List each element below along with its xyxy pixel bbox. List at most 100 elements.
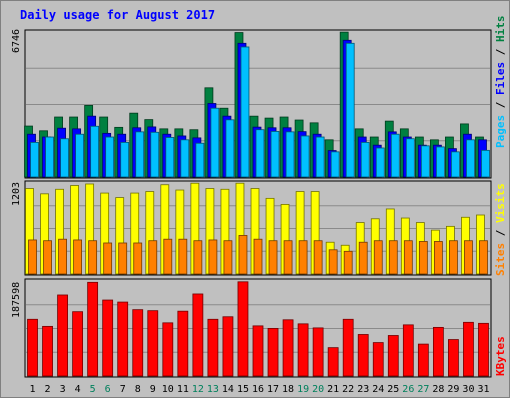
sites-bar bbox=[418, 241, 428, 275]
pages-bar bbox=[360, 141, 370, 178]
x-tick-label: 28 bbox=[432, 384, 444, 395]
legend-files: Files bbox=[494, 62, 507, 95]
sites-bar bbox=[268, 240, 278, 275]
kbytes-bar bbox=[207, 318, 219, 377]
kbytes-bar bbox=[132, 309, 144, 377]
sites-bar bbox=[403, 240, 413, 275]
x-tick-label: 18 bbox=[282, 384, 294, 395]
sites-bar bbox=[328, 249, 338, 275]
pages-bar bbox=[330, 151, 340, 178]
sites-bar bbox=[163, 238, 173, 275]
legend-pages: Pages bbox=[494, 115, 507, 148]
kbytes-bar bbox=[222, 316, 234, 377]
panel3-max-label: 187598 bbox=[11, 282, 22, 318]
pages-bar bbox=[270, 131, 280, 178]
kbytes-bar bbox=[117, 301, 129, 377]
pages-bar bbox=[45, 136, 54, 178]
sites-bar bbox=[208, 239, 218, 275]
sites-bar bbox=[178, 238, 188, 275]
sites-bar bbox=[358, 241, 368, 275]
pages-bar bbox=[405, 138, 415, 178]
sites-bar bbox=[479, 240, 488, 275]
kbytes-bar bbox=[162, 322, 174, 377]
sites-bar bbox=[313, 240, 323, 275]
sites-bar bbox=[58, 238, 67, 275]
pages-bar bbox=[390, 133, 400, 178]
x-tick-label: 29 bbox=[447, 384, 459, 395]
kbytes-bar bbox=[372, 342, 384, 377]
x-tick-label: 17 bbox=[267, 384, 279, 395]
pages-bar bbox=[225, 119, 235, 178]
pages-bar bbox=[375, 147, 385, 178]
sites-bar bbox=[118, 242, 128, 275]
x-tick-label: 23 bbox=[357, 384, 369, 395]
pages-bar bbox=[210, 107, 220, 178]
kbytes-bar bbox=[147, 310, 159, 377]
x-tick-label: 30 bbox=[462, 384, 474, 395]
sites-bar bbox=[223, 240, 233, 275]
kbytes-bar bbox=[478, 322, 489, 377]
x-tick-label: 2 bbox=[45, 384, 51, 395]
pages-bar bbox=[60, 138, 69, 178]
sites-bar bbox=[283, 240, 293, 275]
pages-bar bbox=[75, 133, 85, 178]
x-tick-label: 11 bbox=[177, 384, 189, 395]
x-tick-label: 9 bbox=[150, 384, 156, 395]
pages-bar bbox=[420, 145, 430, 178]
sites-bar bbox=[343, 250, 353, 275]
x-tick-label: 20 bbox=[312, 384, 324, 395]
x-tick-label: 3 bbox=[60, 384, 66, 395]
legend-sites: Sites bbox=[494, 243, 507, 276]
x-tick-label: 21 bbox=[327, 384, 339, 395]
kbytes-bar bbox=[192, 293, 204, 377]
pages-bar bbox=[90, 125, 100, 178]
pages-bar bbox=[435, 146, 445, 178]
sites-bar bbox=[298, 240, 308, 275]
sites-bar bbox=[464, 240, 473, 275]
pages-bar bbox=[105, 136, 115, 178]
x-tick-label: 31 bbox=[477, 384, 489, 395]
x-tick-label: 12 bbox=[192, 384, 204, 395]
kbytes-bar bbox=[327, 347, 339, 377]
kbytes-bar bbox=[448, 339, 459, 377]
x-tick-label: 16 bbox=[252, 384, 264, 395]
kbytes-bar bbox=[282, 319, 294, 377]
kbytes-bar bbox=[463, 321, 474, 377]
legend-sep: / bbox=[494, 223, 507, 243]
sites-bar bbox=[148, 240, 158, 275]
x-tick-label: 26 bbox=[402, 384, 414, 395]
x-tick-label: 24 bbox=[372, 384, 384, 395]
pages-bar bbox=[135, 131, 145, 178]
legend-panel2: Sites / Visits bbox=[494, 183, 507, 276]
kbytes-bar bbox=[312, 327, 324, 377]
sites-bar bbox=[193, 240, 203, 275]
x-tick-label: 1 bbox=[30, 384, 36, 395]
x-tick-label: 13 bbox=[207, 384, 219, 395]
sites-bar bbox=[253, 238, 263, 275]
pages-bar bbox=[30, 141, 39, 178]
pages-bar bbox=[180, 139, 190, 178]
x-tick-label: 10 bbox=[162, 384, 174, 395]
kbytes-bar bbox=[357, 334, 369, 377]
sites-bar bbox=[388, 240, 398, 275]
pages-bar bbox=[150, 131, 160, 178]
kbytes-bar bbox=[387, 335, 399, 377]
sites-bar bbox=[103, 242, 113, 275]
x-tick-label: 15 bbox=[237, 384, 249, 395]
sites-bar bbox=[28, 239, 37, 275]
x-tick-label: 4 bbox=[75, 384, 81, 395]
x-tick-label: 22 bbox=[342, 384, 354, 395]
pages-bar bbox=[255, 129, 265, 178]
x-axis-labels: 1 2 3 4 5 6 7 8 9 10 11 12 13 14 15 16 17 18 19 20 21 22 23 24 2… bbox=[30, 384, 490, 395]
pages-bar bbox=[451, 151, 460, 178]
kbytes-bar bbox=[417, 343, 429, 377]
pages-bar bbox=[240, 46, 250, 178]
legend-kbytes: KBytes bbox=[494, 336, 507, 376]
kbytes-bar bbox=[432, 326, 444, 377]
kbytes-bar bbox=[177, 310, 189, 377]
sites-bar bbox=[73, 239, 83, 275]
kbytes-bar bbox=[42, 325, 53, 377]
pages-bar bbox=[481, 149, 490, 178]
legend-visits: Visits bbox=[494, 183, 507, 223]
